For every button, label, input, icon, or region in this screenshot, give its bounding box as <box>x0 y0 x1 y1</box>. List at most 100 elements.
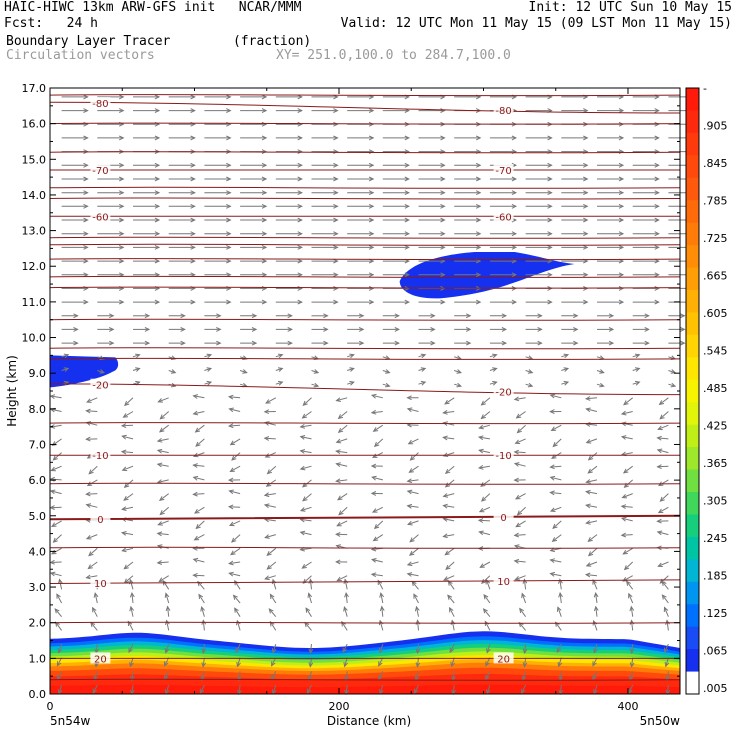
circulation-vector <box>263 503 276 509</box>
circulation-vector <box>204 231 232 237</box>
circulation-vector <box>556 643 562 654</box>
circulation-vector <box>347 217 375 223</box>
circulation-vector <box>275 367 284 372</box>
circulation-vector <box>382 369 391 374</box>
circulation-vector <box>629 644 635 655</box>
circulation-vector <box>549 409 562 414</box>
circulation-vector <box>592 657 598 667</box>
circulation-vector <box>163 657 170 667</box>
circulation-vector <box>228 489 241 495</box>
circulation-vector <box>168 190 196 196</box>
circulation-vector <box>93 671 98 682</box>
circulation-vector <box>632 327 650 332</box>
circulation-vector <box>335 397 348 402</box>
circulation-vector <box>240 108 268 113</box>
circulation-vector <box>86 479 98 487</box>
circulation-vector <box>275 94 303 100</box>
temperature-contour <box>49 122 681 125</box>
circulation-vector <box>597 108 625 113</box>
circulation-vector <box>525 217 553 223</box>
circulation-vector <box>302 397 312 406</box>
circulation-vector <box>194 424 205 433</box>
circulation-vector <box>382 217 410 223</box>
circulation-vector <box>133 299 161 305</box>
contour-label-bg <box>90 378 111 390</box>
circulation-vector <box>347 162 375 168</box>
contour-label-bg <box>90 97 111 109</box>
circulation-vector <box>299 506 312 512</box>
circulation-vector <box>525 231 553 237</box>
circulation-vector <box>442 533 455 539</box>
colorbar-swatch <box>686 492 699 516</box>
circulation-vector <box>513 532 526 538</box>
circulation-vector <box>592 671 598 681</box>
circulation-vector <box>198 593 205 604</box>
circulation-vector <box>301 561 312 569</box>
circulation-vector <box>304 621 312 631</box>
circulation-vector <box>597 313 615 319</box>
circulation-vector <box>299 423 312 429</box>
circulation-vector <box>193 534 205 541</box>
circulation-vector <box>275 217 303 223</box>
circulation-vector <box>418 380 427 386</box>
contour-label-bg <box>90 577 111 589</box>
circulation-vector <box>122 411 134 418</box>
circulation-vector <box>406 572 419 577</box>
circulation-vector <box>382 327 400 332</box>
circulation-vector <box>556 606 562 617</box>
colorbar-label: .065 <box>703 645 728 658</box>
circulation-vector <box>442 452 455 457</box>
circulation-vector <box>168 217 196 223</box>
circulation-vector <box>454 340 472 346</box>
circulation-vector <box>271 578 277 590</box>
circulation-vector <box>443 575 455 581</box>
circulation-vector <box>61 367 70 372</box>
y-tick-label: 14.0 <box>22 189 47 202</box>
circulation-vector <box>133 162 161 168</box>
circulation-vector <box>347 244 375 250</box>
circulation-vector <box>87 561 98 570</box>
tracer-fill-layer <box>50 251 680 694</box>
circulation-vector <box>450 657 456 668</box>
colorbar-swatch <box>686 649 699 673</box>
circulation-vector <box>454 176 482 182</box>
contour-label: 20 <box>497 654 510 665</box>
circulation-vector <box>379 605 385 617</box>
circulation-vector <box>311 258 339 264</box>
circulation-vector <box>49 505 62 510</box>
circulation-vector <box>561 299 589 305</box>
circulation-vector <box>454 217 482 223</box>
circulation-vector <box>228 571 241 577</box>
circulation-vector <box>447 580 455 590</box>
circulation-vector <box>621 493 633 499</box>
colorbar-swatch <box>686 110 699 134</box>
circulation-vector <box>663 606 669 617</box>
circulation-vector <box>623 561 634 571</box>
colorbar-label: .365 <box>703 457 728 470</box>
circulation-vector <box>515 520 526 528</box>
x-axis-label: Distance (km) <box>327 714 411 728</box>
circulation-vector <box>308 578 314 590</box>
contour-label: 0 <box>500 513 506 524</box>
x-tick-label: 0 <box>47 700 54 713</box>
circulation-vector <box>513 396 526 402</box>
circulation-vector <box>263 492 276 498</box>
circulation-vector <box>620 435 633 440</box>
circulation-vector <box>408 547 419 556</box>
temperature-contour-labeled <box>49 579 681 584</box>
circulation-vector <box>85 534 98 540</box>
circulation-vector <box>407 520 419 526</box>
circulation-vector <box>414 605 420 617</box>
circulation-vector <box>50 520 62 527</box>
circulation-vector <box>632 313 650 319</box>
y-tick-label: 2.0 <box>29 617 47 630</box>
circulation-vector <box>347 367 355 372</box>
colorbar-label: .545 <box>703 345 728 358</box>
circulation-vector <box>632 340 650 346</box>
circulation-vector <box>265 397 277 404</box>
circulation-vector <box>418 327 436 332</box>
circulation-vector <box>311 231 339 237</box>
circulation-vector <box>275 299 303 305</box>
circulation-vector <box>168 231 196 237</box>
circulation-vector <box>656 518 669 524</box>
